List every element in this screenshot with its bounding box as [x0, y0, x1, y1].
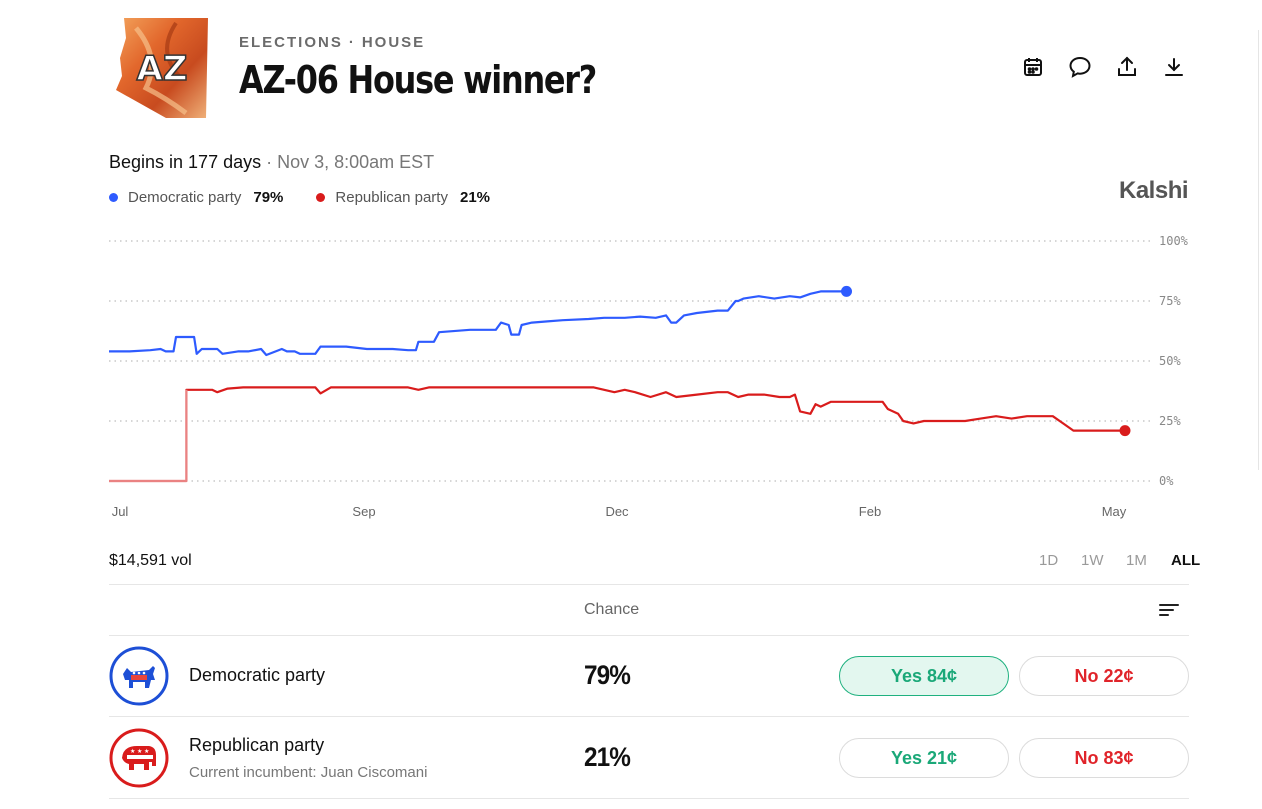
y-tick-label: 75% — [1159, 294, 1181, 308]
share-icon[interactable] — [1115, 55, 1139, 79]
buy-no-button[interactable]: No 83¢ — [1019, 738, 1189, 778]
range-all[interactable]: ALL — [1171, 552, 1201, 569]
kalshi-logo: Kalshi — [1119, 177, 1189, 204]
range-1m[interactable]: 1M — [1126, 552, 1147, 569]
range-1w[interactable]: 1W — [1081, 552, 1104, 569]
breadcrumb-separator: · — [348, 34, 356, 51]
x-tick-label: Jul — [112, 504, 129, 519]
calendar-icon[interactable] — [1021, 55, 1045, 79]
series-line-democratic — [109, 290, 847, 357]
series-line-republican — [109, 386, 1125, 483]
begins-text: Begins in 177 days — [109, 152, 262, 172]
outcome-chance: 79% — [584, 660, 631, 690]
buy-no-button[interactable]: No 22¢ — [1019, 656, 1189, 696]
y-tick-label: 100% — [1159, 234, 1189, 248]
series-pre-open-segment — [109, 389, 188, 483]
y-tick-label: 0% — [1159, 474, 1174, 488]
divider — [109, 635, 1189, 636]
democratic-donkey-icon — [109, 646, 169, 706]
time-range-selector: 1D 1W 1M ALL — [1039, 552, 1200, 569]
download-icon[interactable] — [1162, 55, 1186, 79]
series-endpoint-republican — [1119, 425, 1131, 437]
buy-yes-button[interactable]: Yes 21¢ — [839, 738, 1009, 778]
legend-label-democratic: Democratic party — [128, 189, 242, 206]
divider — [109, 716, 1189, 717]
thumbnail-label: AZ — [137, 49, 188, 89]
y-tick-label: 25% — [1159, 414, 1181, 428]
y-tick-label: 50% — [1159, 354, 1181, 368]
republican-elephant-icon: ★ ★ ★ — [109, 728, 169, 788]
breadcrumb: ELECTIONS · HOUSE — [239, 34, 425, 51]
legend-dot-republican — [316, 193, 326, 202]
legend-label-republican: Republican party — [335, 189, 448, 206]
series-endpoint-democratic — [841, 285, 853, 297]
breadcrumb-subcategory[interactable]: HOUSE — [361, 34, 426, 51]
x-tick-label: May — [1102, 504, 1127, 519]
legend-pct-republican: 21% — [459, 189, 491, 206]
divider — [109, 798, 1189, 799]
buy-yes-button[interactable]: Yes 84¢ — [839, 656, 1009, 696]
schedule: Begins in 177 days · Nov 3, 8:00am EST — [109, 152, 434, 173]
x-tick-label: Feb — [859, 504, 881, 519]
x-tick-label: Sep — [352, 504, 375, 519]
scroll-edge — [1258, 30, 1262, 470]
outcome-subtitle: Current incumbent: Juan Ciscomani — [189, 764, 428, 781]
outcome-name: Democratic party — [189, 665, 326, 685]
price-chart[interactable]: 100% 75% 50% 25% 0% Jul Sep Dec Feb May — [0, 0, 1262, 530]
outcome-row-republican[interactable]: ★ ★ ★ Republican party Current incumbent: … — [109, 718, 1189, 798]
outcome-chance: 21% — [584, 742, 631, 772]
outcome-name: Republican party — [189, 735, 325, 755]
toolbar — [1021, 55, 1186, 79]
breadcrumb-category[interactable]: ELECTIONS — [239, 34, 343, 51]
x-tick-label: Dec — [605, 504, 629, 519]
svg-text:★: ★ — [137, 748, 142, 755]
comment-icon[interactable] — [1068, 55, 1092, 79]
legend-dot-democratic — [109, 193, 118, 202]
volume: $14,591 vol — [109, 552, 192, 569]
divider — [109, 584, 1189, 585]
chart-legend: Democratic party 79% Republican party 21… — [109, 189, 523, 206]
svg-text:★: ★ — [130, 748, 135, 755]
sort-icon[interactable] — [1158, 601, 1180, 619]
legend-pct-democratic: 79% — [253, 189, 284, 206]
begins-detail: · Nov 3, 8:00am EST — [261, 152, 435, 172]
svg-text:★: ★ — [144, 748, 149, 755]
chance-column-header: Chance — [584, 601, 640, 618]
range-1d[interactable]: 1D — [1039, 552, 1059, 569]
page-title: AZ-06 House winner? — [239, 58, 597, 102]
outcome-row-democratic[interactable]: Democratic party 79% Yes 84¢ No 22¢ — [109, 636, 1189, 716]
market-thumbnail: AZ — [116, 18, 208, 118]
